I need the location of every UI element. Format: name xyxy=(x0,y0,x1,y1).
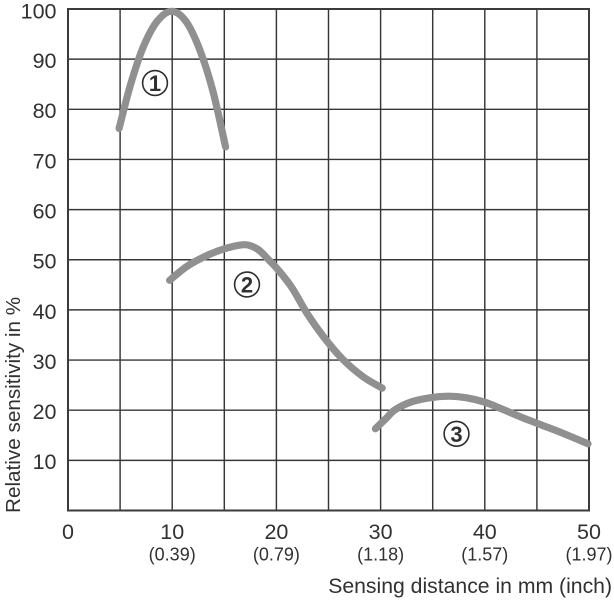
svg-text:100: 100 xyxy=(21,0,57,24)
svg-text:50: 50 xyxy=(577,520,601,544)
svg-text:10: 10 xyxy=(33,450,57,474)
svg-text:0: 0 xyxy=(62,520,74,544)
svg-text:40: 40 xyxy=(473,520,497,544)
svg-text:50: 50 xyxy=(33,250,57,274)
svg-text:(1.97): (1.97) xyxy=(565,545,612,565)
svg-text:3: 3 xyxy=(450,422,462,447)
svg-text:90: 90 xyxy=(33,49,57,73)
svg-text:80: 80 xyxy=(33,99,57,123)
svg-text:30: 30 xyxy=(369,520,393,544)
svg-text:20: 20 xyxy=(33,400,57,424)
svg-text:1: 1 xyxy=(149,71,161,96)
svg-text:70: 70 xyxy=(33,149,57,173)
svg-text:60: 60 xyxy=(33,200,57,224)
svg-text:30: 30 xyxy=(33,350,57,374)
svg-text:10: 10 xyxy=(160,520,184,544)
svg-text:20: 20 xyxy=(264,520,288,544)
svg-text:Relative sensitivity in %: Relative sensitivity in % xyxy=(2,297,25,513)
svg-text:(1.57): (1.57) xyxy=(461,545,508,565)
svg-text:(1.18): (1.18) xyxy=(357,545,404,565)
svg-text:Sensing distance in mm (inch): Sensing distance in mm (inch) xyxy=(328,575,612,598)
svg-text:(0.39): (0.39) xyxy=(149,545,196,565)
svg-text:40: 40 xyxy=(33,300,57,324)
svg-text:2: 2 xyxy=(241,273,253,298)
svg-text:(0.79): (0.79) xyxy=(253,545,300,565)
